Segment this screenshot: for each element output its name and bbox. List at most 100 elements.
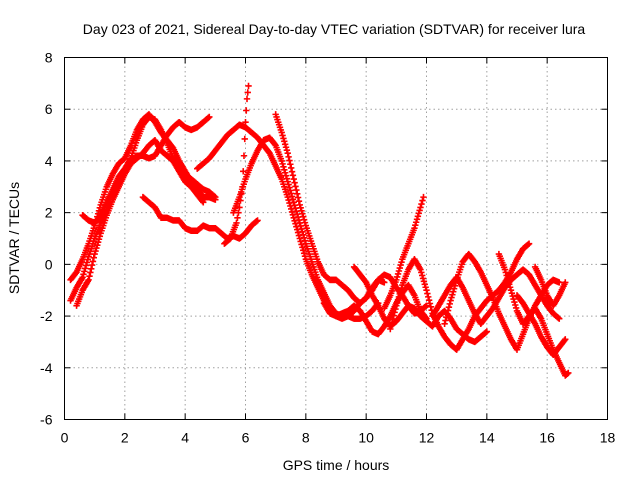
- series-track-12: [381, 193, 427, 312]
- data-point: [393, 299, 401, 306]
- x-tick-label: 14: [479, 430, 495, 446]
- data-point: [87, 269, 94, 276]
- data-point: [271, 141, 279, 148]
- data-point: [80, 271, 87, 278]
- y-tick-label: 6: [45, 101, 53, 117]
- series-track-18: [531, 263, 569, 309]
- data-point: [393, 273, 401, 281]
- data-point: [510, 295, 517, 303]
- data-point: [411, 224, 418, 232]
- data-point: [88, 261, 96, 269]
- plot-frame: [64, 57, 608, 420]
- data-point: [398, 258, 405, 266]
- data-point: [446, 300, 453, 308]
- data-point: [301, 219, 309, 226]
- data-point: [290, 175, 297, 183]
- data-point: [420, 193, 427, 201]
- data-point: [291, 179, 298, 186]
- data-point: [413, 216, 421, 223]
- y-tick-label: 2: [45, 205, 53, 221]
- data-point: [284, 178, 291, 185]
- data-point: [301, 237, 309, 244]
- data-point: [200, 199, 207, 206]
- data-point: [278, 129, 285, 136]
- data-point: [397, 287, 404, 295]
- data-point: [288, 168, 296, 175]
- data-point: [240, 168, 247, 175]
- data-point: [254, 217, 261, 224]
- data-point: [426, 300, 434, 307]
- data-point: [281, 141, 289, 148]
- data-point: [425, 293, 432, 301]
- data-point: [287, 190, 295, 197]
- data-point: [425, 296, 433, 304]
- data-point: [398, 284, 405, 292]
- x-tick-label: 10: [358, 430, 374, 446]
- data-point: [421, 281, 428, 288]
- data-point: [286, 184, 293, 191]
- data-point: [300, 247, 307, 254]
- data-point: [300, 213, 307, 220]
- data-point: [506, 284, 514, 291]
- data-point: [284, 149, 291, 157]
- data-point: [299, 228, 306, 236]
- y-tick-labels: -6 -4 -2 0 2 4 6 8: [40, 50, 53, 428]
- data-point: [94, 238, 102, 246]
- data-point: [242, 118, 249, 126]
- data-point: [287, 161, 294, 168]
- data-point: [79, 274, 86, 281]
- data-point: [414, 213, 422, 220]
- data-point: [281, 166, 288, 173]
- data-point: [512, 301, 519, 309]
- data-point: [285, 153, 292, 161]
- data-point: [444, 307, 452, 314]
- data-point: [206, 113, 213, 121]
- data-point: [564, 370, 571, 378]
- data-point: [395, 293, 403, 301]
- data-point: [241, 135, 248, 143]
- data-point: [441, 320, 448, 328]
- data-point: [506, 281, 513, 288]
- data-point: [395, 267, 403, 275]
- data-point: [390, 312, 397, 319]
- series-track-10: [350, 263, 491, 346]
- data-point: [94, 241, 101, 249]
- series-track-3: [79, 113, 213, 227]
- series-layer: [67, 82, 572, 379]
- data-point: [420, 278, 428, 285]
- data-point: [90, 254, 98, 261]
- data-point: [450, 288, 457, 295]
- data-point: [512, 304, 520, 312]
- data-point: [556, 279, 563, 286]
- series-track-11: [320, 281, 430, 338]
- data-point: [452, 279, 460, 287]
- data-point: [289, 196, 297, 203]
- x-tick-label: 4: [181, 430, 189, 446]
- data-point: [394, 270, 402, 278]
- data-point: [280, 163, 287, 171]
- data-point: [422, 284, 429, 291]
- data-point: [279, 160, 286, 168]
- data-point: [81, 268, 88, 275]
- data-point: [199, 197, 206, 205]
- data-point: [556, 315, 563, 322]
- data-point: [294, 194, 302, 201]
- data-point: [393, 302, 400, 309]
- data-point: [507, 287, 515, 294]
- data-point: [85, 276, 92, 284]
- y-tick-label: 4: [45, 153, 53, 169]
- data-point: [89, 258, 97, 265]
- data-point: [424, 290, 431, 297]
- data-point: [504, 275, 511, 282]
- series-track-7: [221, 82, 252, 247]
- data-point: [442, 317, 449, 324]
- x-tick-label: 12: [419, 430, 435, 446]
- data-point: [412, 222, 419, 229]
- data-point: [299, 210, 306, 217]
- data-point: [280, 135, 287, 142]
- series-track-13: [387, 240, 533, 353]
- data-point: [300, 216, 308, 223]
- data-point: [286, 157, 293, 164]
- data-point: [88, 265, 95, 272]
- data-point: [396, 264, 403, 272]
